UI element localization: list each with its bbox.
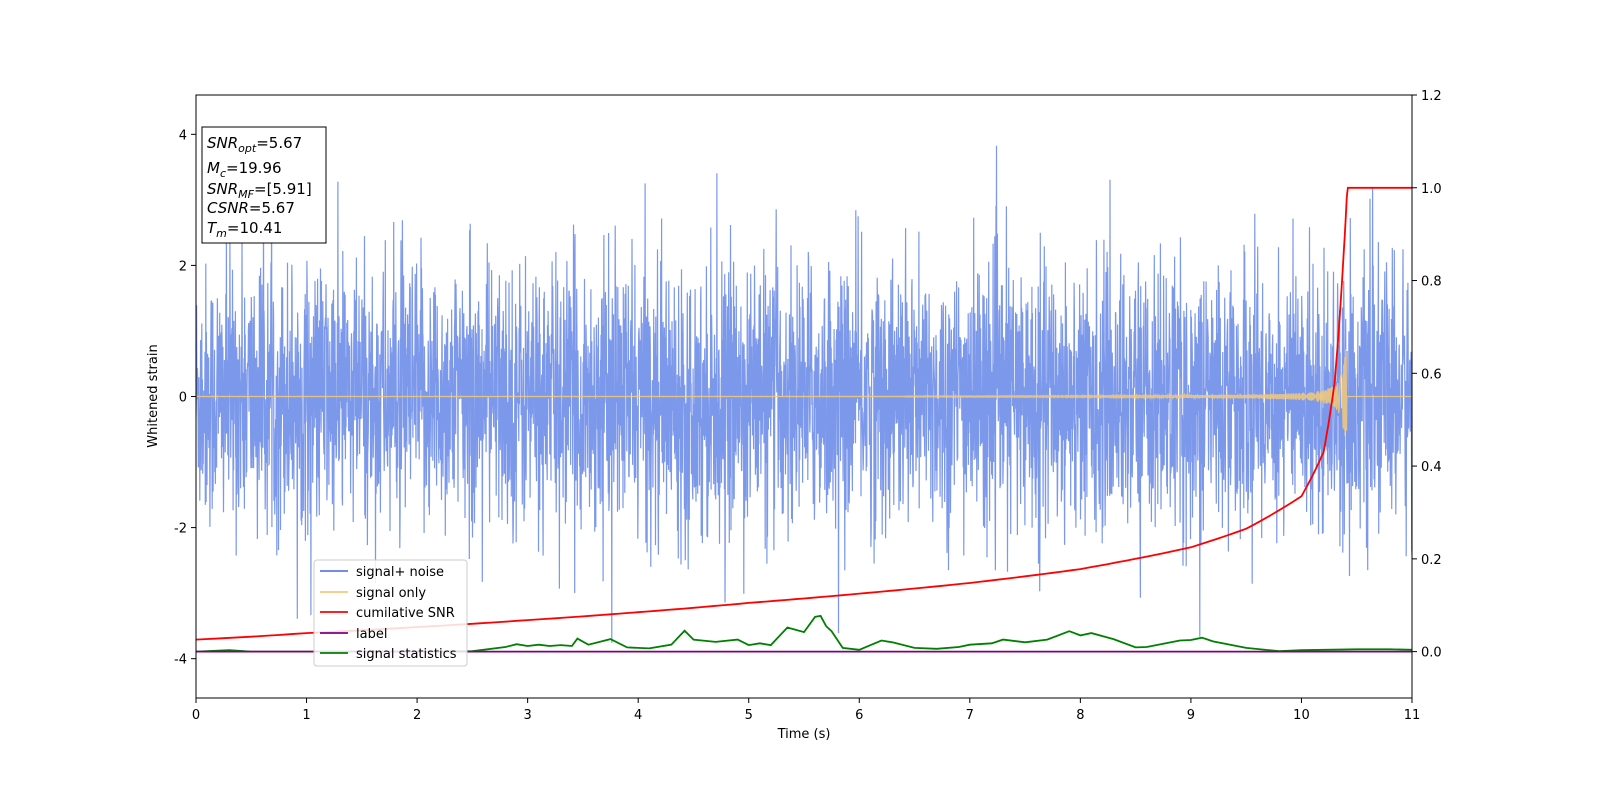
y-right-tick-label: 0.8 [1421,275,1442,290]
x-tick-label: 6 [855,708,863,723]
annotation-snr-opt: SNRopt=5.67 [207,134,302,155]
y-axis-label: Whitened strain [146,344,161,447]
y-right-tick-label: 0.6 [1421,367,1442,382]
legend-frame [313,559,468,667]
y-right-tick-label: 0.4 [1421,460,1442,475]
y-right-tick-label: 0.0 [1421,646,1442,661]
y-left-tick-label: 2 [179,259,187,274]
series-signal-statistics [196,614,1412,653]
annotation-frame [201,126,327,244]
x-tick-label: 11 [1404,708,1421,723]
x-axis-label: Time (s) [777,727,831,742]
legend-label-signal-only: signal only [356,586,426,601]
x-tick-label: 4 [634,708,642,723]
annotation-box: SNRopt=5.67 Mc=19.96 SNRMF=[5.91] CSNR=5… [201,126,327,244]
legend: signal+ noise signal only cumilative SNR… [313,559,468,667]
y-left-tick-label: 4 [179,128,187,143]
x-tick-label: 3 [523,708,531,723]
legend-label-label: label [356,627,387,642]
annotation-mc: Mc=19.96 [207,159,282,180]
y-right-tick-label: 1.0 [1421,182,1442,197]
x-tick-label: 0 [192,708,200,723]
x-tick-label: 8 [1076,708,1084,723]
annotation-csnr: CSNR=5.67 [207,199,295,217]
x-tick-label: 5 [745,708,753,723]
series-signal-only [196,349,1412,437]
y-left-tick-label: -4 [174,653,187,668]
annotation-tm: Tm=10.41 [207,219,282,240]
y-left-tick-label: -2 [174,522,187,537]
legend-label-signal-noise: signal+ noise [356,565,444,580]
series-signal-noise [196,145,1412,643]
x-tick-label: 9 [1187,708,1195,723]
y-left-tick-label: 0 [179,391,187,406]
x-tick-label: 1 [302,708,310,723]
y-right-tick-label: 1.2 [1421,89,1442,104]
annotation-snr-mf: SNRMF=[5.91] [207,180,312,201]
x-tick-label: 2 [413,708,421,723]
legend-label-cumulative-snr: cumilative SNR [356,606,455,621]
x-tick-label: 10 [1293,708,1310,723]
series-cumulative-snr [196,186,1412,641]
y-right-tick-label: 0.2 [1421,553,1442,568]
x-tick-label: 7 [966,708,974,723]
legend-label-signal-statistics: signal statistics [356,647,457,662]
